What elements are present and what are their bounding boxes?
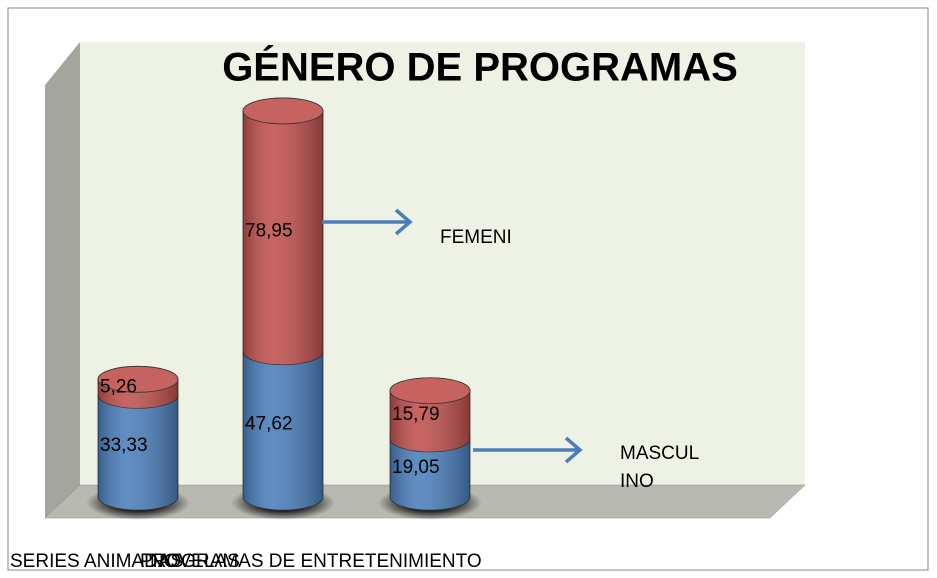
side-wall [45,42,80,518]
x-tick-label: SERIES ANIMADAS [10,551,184,572]
data-label: 15,79 [392,404,440,425]
cylinder-top [242,97,324,125]
legend-arrow [473,436,583,464]
chart-title: GÉNERO DE PROGRAMAS [222,45,738,90]
data-label: 33,33 [100,435,148,456]
data-label: 78,95 [245,220,293,241]
data-label: 47,62 [245,413,293,434]
cylinder-top [389,377,471,405]
bar-shade [243,97,323,365]
legend-label: FEMENI [440,227,512,248]
data-label: 5,26 [100,376,137,397]
legend-arrow [322,208,413,236]
data-label: 19,05 [392,457,440,478]
legend-label: MASCULINO [620,443,700,492]
x-tick-label: PROGRAMAS DE ENTRETENIMIENTO [140,551,482,572]
x-tick-label: NOVELAS [150,551,240,572]
cylinder-top [97,365,179,393]
bar-shade [243,338,323,510]
bar-shade [98,382,178,510]
